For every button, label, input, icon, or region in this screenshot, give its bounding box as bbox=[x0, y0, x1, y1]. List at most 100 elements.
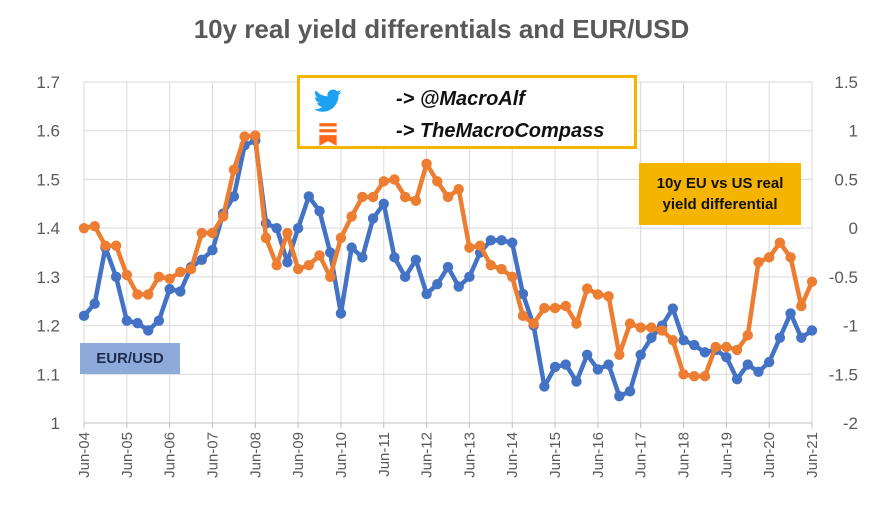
eurusd-point bbox=[357, 252, 368, 263]
differential-point bbox=[507, 271, 518, 283]
differential-point bbox=[303, 259, 315, 271]
differential-point bbox=[603, 291, 614, 302]
eurusd-point bbox=[507, 237, 518, 248]
differential-point bbox=[774, 237, 786, 248]
differential-point bbox=[143, 289, 154, 300]
substack-name: -> TheMacroCompass bbox=[396, 120, 605, 142]
x-tick-label: Jun-14 bbox=[504, 432, 521, 478]
differential-point bbox=[528, 318, 539, 329]
eurusd-point bbox=[678, 334, 689, 346]
left-tick-label: 1.5 bbox=[36, 170, 60, 189]
eurusd-point bbox=[581, 349, 593, 360]
eurusd-point bbox=[121, 315, 133, 326]
differential-point bbox=[389, 174, 400, 185]
differential-point bbox=[453, 183, 464, 195]
eurusd-point bbox=[806, 325, 818, 336]
right-tick-label: -2 bbox=[843, 414, 858, 433]
differential-series-label: 10y EU vs US real yield differential bbox=[639, 163, 801, 225]
eurusd-point bbox=[624, 386, 636, 397]
eurusd-point bbox=[164, 283, 175, 295]
eurusd-point bbox=[592, 364, 604, 375]
eurusd-point bbox=[721, 352, 732, 363]
eurusd-point bbox=[399, 271, 411, 283]
differential-point bbox=[100, 240, 111, 251]
differential-point bbox=[571, 318, 582, 329]
left-tick-label: 1 bbox=[51, 414, 60, 433]
differential-point bbox=[207, 227, 218, 239]
eurusd-point bbox=[410, 254, 422, 266]
differential-point bbox=[185, 263, 197, 275]
left-tick-label: 1.7 bbox=[36, 73, 60, 92]
eurusd-point bbox=[614, 391, 625, 402]
differential-point bbox=[474, 240, 486, 251]
differential-point bbox=[325, 271, 336, 283]
left-axis: 1 1.1 1.2 1.3 1.4 1.5 1.6 1.7 bbox=[36, 73, 60, 433]
x-tick-label: Jun-12 bbox=[419, 432, 436, 478]
differential-point bbox=[656, 325, 668, 336]
differential-point bbox=[592, 289, 604, 300]
differential-point bbox=[357, 191, 368, 203]
eurusd-point bbox=[389, 252, 400, 263]
differential-point bbox=[399, 191, 411, 203]
right-tick-label: -1 bbox=[843, 317, 858, 336]
eurusd-point bbox=[228, 191, 240, 202]
x-tick-label: Jun-05 bbox=[119, 432, 136, 478]
eurusd-point bbox=[421, 288, 432, 300]
differential-point bbox=[282, 227, 293, 239]
x-tick-label: Jun-17 bbox=[633, 432, 650, 478]
differential-point bbox=[742, 330, 753, 341]
right-axis: -2 -1.5 -1 -0.5 0 0.5 1 1.5 bbox=[829, 73, 858, 433]
differential-point bbox=[806, 276, 818, 287]
eurusd-point bbox=[464, 271, 475, 283]
differential-point bbox=[667, 334, 679, 346]
differential-point bbox=[485, 259, 497, 271]
differential-point bbox=[410, 195, 422, 207]
differential-point bbox=[753, 257, 764, 268]
x-tick-label: Jun-18 bbox=[676, 432, 693, 478]
eurusd-point bbox=[303, 191, 315, 202]
differential-point bbox=[496, 263, 507, 275]
differential-point bbox=[121, 269, 133, 281]
eurusd-point bbox=[689, 339, 700, 351]
x-tick-label: Jun-21 bbox=[804, 432, 821, 478]
differential-point bbox=[292, 263, 304, 275]
eurusd-point bbox=[132, 317, 143, 329]
eurusd-point bbox=[667, 303, 679, 314]
differential-point bbox=[624, 318, 636, 329]
differential-point bbox=[228, 164, 240, 175]
x-tick-label: Jun-06 bbox=[162, 432, 179, 478]
x-tick-label: Jun-16 bbox=[590, 432, 607, 478]
eurusd-point bbox=[560, 359, 571, 370]
differential-point bbox=[378, 176, 389, 187]
differential-point bbox=[614, 349, 625, 360]
differential-point bbox=[367, 191, 379, 203]
twitter-credit[interactable]: -> @MacroAlf bbox=[300, 86, 634, 116]
eurusd-point bbox=[346, 242, 357, 253]
eurusd-point bbox=[282, 257, 293, 268]
eurusd-point bbox=[153, 315, 165, 326]
x-tick-label: Jun-15 bbox=[547, 432, 564, 478]
eurusd-point bbox=[763, 356, 775, 368]
x-tick-label: Jun-13 bbox=[461, 432, 478, 478]
eurusd-point bbox=[742, 359, 753, 370]
left-tick-label: 1.6 bbox=[36, 122, 60, 141]
eurusd-point bbox=[335, 308, 347, 319]
eurusd-point bbox=[796, 332, 807, 343]
x-tick-label: Jun-04 bbox=[76, 432, 93, 478]
series-layer bbox=[78, 130, 818, 402]
right-tick-label: -0.5 bbox=[829, 268, 858, 287]
eurusd-point bbox=[367, 213, 379, 224]
eurusd-point bbox=[517, 288, 529, 300]
substack-credit[interactable]: -> TheMacroCompass bbox=[300, 118, 634, 148]
differential-point bbox=[464, 242, 475, 253]
differential-point bbox=[517, 310, 529, 322]
eurusd-point bbox=[271, 222, 282, 234]
eurusd-point bbox=[78, 310, 90, 322]
differential-point bbox=[196, 227, 207, 239]
differential-point bbox=[689, 371, 700, 382]
eurusd-point bbox=[207, 244, 218, 256]
eurusd-point bbox=[699, 347, 711, 358]
differential-point bbox=[250, 130, 261, 141]
differential-point bbox=[763, 252, 775, 263]
